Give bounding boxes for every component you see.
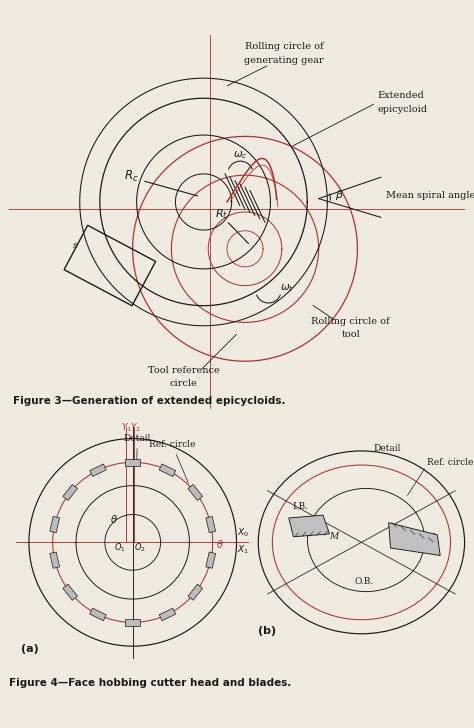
Text: (a): (a)	[21, 644, 39, 654]
Text: $X_1$: $X_1$	[237, 544, 249, 556]
Text: s: s	[73, 241, 78, 250]
Polygon shape	[50, 516, 60, 533]
Polygon shape	[63, 585, 77, 601]
Polygon shape	[206, 516, 216, 533]
Polygon shape	[188, 484, 202, 500]
Polygon shape	[206, 552, 216, 569]
Text: $\beta$: $\beta$	[336, 189, 344, 202]
Text: Rolling circle of: Rolling circle of	[245, 42, 323, 52]
Text: Mean spiral angle: Mean spiral angle	[385, 191, 474, 199]
Text: $\omega_c$: $\omega_c$	[233, 149, 247, 161]
Text: I.B.: I.B.	[292, 502, 309, 510]
Polygon shape	[159, 608, 176, 621]
Text: $O_1$: $O_1$	[114, 542, 126, 555]
Text: M: M	[329, 531, 339, 541]
Polygon shape	[90, 464, 106, 477]
Text: $X_0$: $X_0$	[237, 526, 249, 539]
Text: generating gear: generating gear	[244, 56, 324, 65]
Text: epicycloid: epicycloid	[377, 105, 428, 114]
Text: Rolling circle of: Rolling circle of	[311, 317, 390, 325]
Polygon shape	[63, 484, 77, 500]
Text: $O_2$: $O_2$	[135, 542, 146, 555]
Polygon shape	[50, 552, 60, 569]
Text: Figure 4—Face hobbing cutter head and blades.: Figure 4—Face hobbing cutter head and bl…	[9, 678, 292, 688]
Text: $R_c$: $R_c$	[124, 169, 138, 184]
Polygon shape	[159, 464, 176, 477]
Text: Tool reference: Tool reference	[147, 365, 219, 375]
Text: $\theta$: $\theta$	[216, 539, 224, 550]
Text: $Y_2$: $Y_2$	[130, 422, 141, 435]
Text: $\theta$: $\theta$	[109, 513, 118, 525]
Text: Ref. circle: Ref. circle	[149, 440, 195, 483]
Text: M: M	[425, 533, 434, 542]
Text: (b): (b)	[258, 626, 276, 636]
Polygon shape	[389, 523, 440, 555]
Text: tool: tool	[341, 330, 360, 339]
Text: $\omega_t$: $\omega_t$	[280, 282, 293, 293]
Polygon shape	[289, 515, 329, 537]
Text: Detail: Detail	[374, 444, 401, 453]
Text: Ref. circle: Ref. circle	[427, 458, 474, 467]
Text: Figure 3—Generation of extended epicycloids.: Figure 3—Generation of extended epicyclo…	[13, 396, 285, 406]
Polygon shape	[90, 608, 106, 621]
Text: $R_t$: $R_t$	[215, 207, 228, 221]
Text: circle: circle	[170, 379, 197, 388]
Polygon shape	[125, 459, 140, 466]
Text: Detail: Detail	[124, 434, 151, 459]
Text: O.B.: O.B.	[354, 577, 374, 585]
Text: Extended: Extended	[377, 91, 424, 100]
Polygon shape	[188, 585, 202, 601]
Polygon shape	[125, 619, 140, 625]
Text: $Y_1$: $Y_1$	[121, 422, 132, 435]
